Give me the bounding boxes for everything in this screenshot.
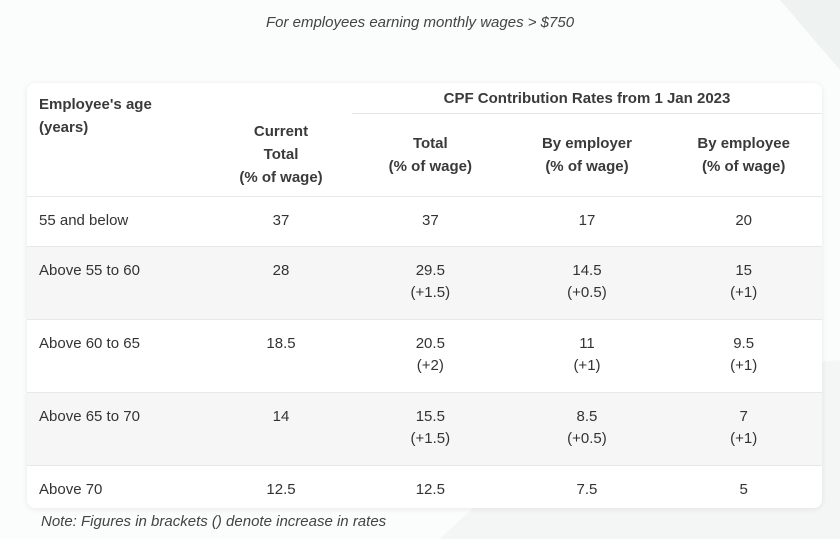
header-line: Total: [412, 135, 448, 152]
cell-value: 11: [579, 335, 595, 352]
header-group-cpf-rates: CPF Contribution Rates from 1 Jan 2023: [352, 83, 822, 114]
cell-value: 14: [272, 408, 290, 425]
table-row: 55 and below 37 37 17 20: [27, 196, 822, 247]
cell-value: 14.5: [572, 262, 602, 279]
footnote: Note: Figures in brackets () denote incr…: [41, 513, 387, 530]
cell-age: 55 and below: [27, 197, 210, 247]
cell-value: Above 55 to 60: [39, 262, 140, 279]
header-line: (% of wage): [701, 158, 786, 175]
cell-value: 15: [735, 262, 752, 279]
table-row: Above 55 to 60 28 29.5 (+1.5) 14.5 (+0.5) 15 (+…: [27, 246, 822, 320]
header-total: Total (% of wage): [352, 114, 509, 197]
cell-value: 8.5: [576, 408, 598, 425]
cell-increase: (+1): [730, 284, 758, 301]
cell-value: 37: [421, 212, 439, 229]
cell-total: 12.5: [352, 466, 509, 516]
cpf-rates-table-card: Employee's age (years) CPF Contribution …: [27, 83, 822, 508]
cell-employer: 8.5 (+0.5): [509, 393, 666, 466]
cell-value: 7: [739, 408, 748, 425]
cell-total: 20.5 (+2): [352, 320, 509, 393]
header-line: (% of wage): [388, 158, 472, 175]
cell-employee: 20: [665, 197, 822, 247]
cell-total: 15.5 (+1.5): [352, 393, 509, 466]
cell-current: 12.5: [210, 466, 352, 516]
cell-employee: 15 (+1): [665, 247, 822, 320]
cell-increase: (+0.5): [567, 430, 607, 447]
cell-value: 15.5: [415, 408, 445, 425]
cell-employee: 7 (+1): [665, 393, 822, 466]
cell-increase: (+1): [573, 357, 601, 374]
cell-value: Above 60 to 65: [39, 335, 140, 352]
header-by-employee: By employee (% of wage): [665, 114, 822, 197]
header-age: Employee's age (years): [27, 83, 210, 197]
cell-age: Above 65 to 70: [27, 393, 210, 466]
header-current-total: Current Total (% of wage): [210, 114, 352, 197]
cell-value: 7.5: [576, 481, 598, 498]
cell-value: 9.5: [733, 335, 755, 352]
cell-total: 37: [352, 197, 509, 247]
cell-value: Above 65 to 70: [39, 408, 140, 425]
header-line: By employee: [697, 135, 790, 152]
cell-value: 20: [735, 212, 752, 229]
cell-total: 29.5 (+1.5): [352, 247, 509, 320]
cell-age: Above 70: [27, 466, 210, 516]
cell-employer: 11 (+1): [509, 320, 666, 393]
cpf-rates-table: Employee's age (years) CPF Contribution …: [27, 83, 822, 515]
table-subtitle: For employees earning monthly wages > $7…: [265, 14, 575, 31]
cell-value: 37: [272, 212, 290, 229]
header-age-line: (years): [39, 119, 89, 136]
table-row: Above 65 to 70 14 15.5 (+1.5) 8.5 (+0.5) 7 (+1): [27, 392, 822, 466]
cell-employer: 14.5 (+0.5): [509, 247, 666, 320]
table-row: Above 60 to 65 18.5 20.5 (+2) 11 (+1) 9.5 (+1): [27, 319, 822, 393]
cell-value: 18.5: [266, 335, 296, 352]
header-line: Current: [253, 123, 309, 141]
cell-employee: 5: [665, 466, 822, 516]
cell-value: 20.5: [415, 335, 445, 352]
cell-value: 5: [739, 481, 748, 498]
cell-value: 29.5: [415, 262, 445, 279]
cell-current: 18.5: [210, 320, 352, 393]
cell-employee: 9.5 (+1): [665, 320, 822, 393]
cell-value: 28: [272, 262, 290, 279]
cell-increase: (+2): [416, 357, 444, 374]
cell-increase: (+1.5): [410, 430, 451, 447]
cell-employer: 17: [509, 197, 666, 247]
cell-value: Above 70: [39, 481, 103, 498]
cell-age: Above 55 to 60: [27, 247, 210, 320]
header-line: By employer: [541, 135, 632, 152]
cell-value: 55 and below: [39, 212, 129, 229]
cell-age: Above 60 to 65: [27, 320, 210, 393]
cell-increase: (+1): [730, 430, 758, 447]
cell-value: 12.5: [266, 481, 296, 498]
header-line: Total: [263, 146, 299, 164]
header-by-employer: By employer (% of wage): [509, 114, 666, 197]
header-line: (% of wage): [545, 158, 629, 175]
cell-current: 14: [210, 393, 352, 466]
cell-value: 12.5: [415, 481, 445, 498]
cell-increase: (+1): [730, 357, 758, 374]
cell-current: 37: [210, 197, 352, 247]
cell-value: 17: [578, 212, 596, 229]
cell-increase: (+1.5): [410, 284, 451, 301]
background-shape: [780, 0, 840, 70]
header-line: (% of wage): [239, 169, 323, 187]
header-age-line: Employee's age: [39, 96, 152, 113]
table-row: Above 70 12.5 12.5 7.5 5: [27, 465, 822, 516]
cell-current: 28: [210, 247, 352, 320]
cell-employer: 7.5: [509, 466, 666, 516]
cell-increase: (+0.5): [567, 284, 607, 301]
